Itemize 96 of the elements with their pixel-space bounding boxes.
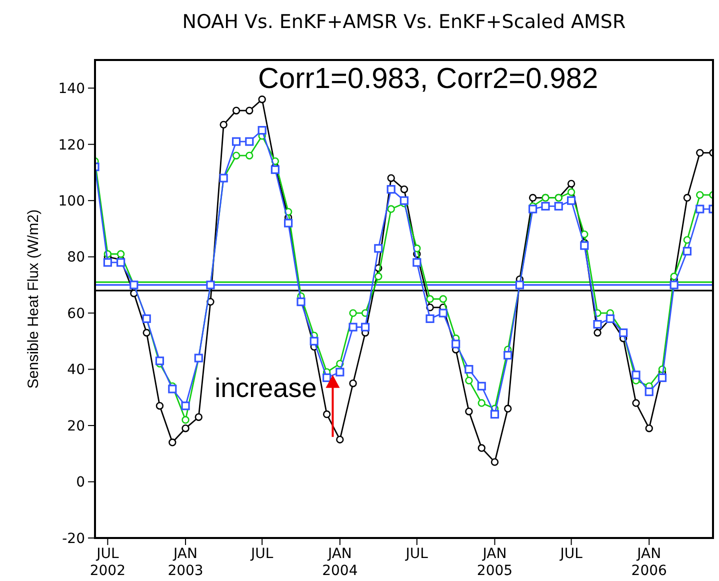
point — [504, 404, 512, 413]
point — [103, 258, 112, 267]
point — [322, 410, 331, 418]
point — [374, 244, 383, 253]
point — [541, 202, 550, 211]
point — [349, 309, 357, 317]
point — [439, 295, 447, 303]
point — [670, 280, 678, 290]
x-tick-label: JAN 2004 — [322, 546, 358, 579]
point — [181, 402, 190, 410]
point — [168, 384, 177, 394]
point — [258, 96, 266, 104]
point — [658, 373, 667, 382]
y-tick-label: -20 — [62, 530, 85, 547]
annotation: increase — [214, 372, 317, 403]
point — [426, 295, 434, 303]
point — [478, 444, 486, 452]
point — [567, 180, 576, 188]
point — [465, 408, 473, 416]
y-tick-label: 140 — [58, 81, 85, 98]
point — [400, 196, 409, 205]
point — [696, 204, 704, 214]
point — [567, 188, 576, 196]
point — [412, 258, 422, 267]
point — [220, 120, 228, 129]
point — [155, 356, 164, 366]
point — [349, 380, 357, 388]
point — [490, 458, 499, 466]
point — [374, 272, 382, 280]
point — [683, 194, 692, 202]
point — [400, 185, 408, 194]
point — [284, 218, 293, 228]
y-axis-title: Sensible Heat Flux (W/m2) — [25, 209, 42, 389]
x-tick-label: JAN 2003 — [168, 546, 204, 579]
point — [142, 328, 150, 337]
point — [348, 322, 358, 332]
point — [232, 152, 240, 160]
point — [246, 106, 254, 114]
point — [644, 387, 654, 396]
point — [465, 376, 473, 384]
chart-title: NOAH Vs. EnKF+AMSR Vs. EnKF+Scaled AMSR — [182, 11, 626, 33]
y-tick-label: 20 — [67, 418, 85, 434]
point — [594, 328, 602, 337]
point — [182, 424, 190, 432]
point — [554, 202, 563, 211]
annotation: Corr1=0.983, Corr2=0.982 — [258, 63, 598, 95]
point — [245, 137, 254, 146]
point — [478, 399, 486, 407]
point — [645, 424, 653, 432]
point — [232, 106, 240, 114]
point — [168, 438, 176, 446]
point — [528, 194, 537, 202]
point — [336, 368, 344, 376]
point — [696, 191, 704, 199]
point — [464, 364, 474, 374]
point — [566, 196, 576, 205]
point — [593, 320, 602, 329]
point — [452, 340, 460, 348]
y-tick-label: 0 — [76, 474, 85, 491]
point — [682, 246, 692, 256]
x-tick-label: JAN 2006 — [631, 546, 668, 579]
point — [632, 399, 640, 407]
point — [580, 241, 589, 250]
y-tick-label: 120 — [58, 137, 85, 154]
point — [490, 410, 500, 419]
point — [438, 308, 448, 318]
x-tick-label: JUL — [404, 546, 428, 562]
y-tick-label: 100 — [58, 193, 85, 210]
point — [182, 416, 190, 424]
point — [246, 152, 254, 160]
point — [156, 402, 164, 410]
point — [386, 185, 396, 194]
point — [683, 236, 692, 244]
point — [477, 382, 486, 390]
y-tick-label: 80 — [67, 250, 85, 266]
point — [194, 413, 202, 421]
x-tick-label: JUL — [250, 546, 274, 562]
point — [258, 126, 266, 135]
x-tick-label: JUL — [559, 546, 583, 562]
point — [232, 137, 241, 146]
point — [296, 298, 306, 306]
y-tick-label: 40 — [67, 362, 85, 378]
point — [426, 314, 434, 323]
point — [504, 350, 512, 360]
x-tick-label: JUL 2002 — [90, 546, 126, 579]
point — [632, 370, 640, 380]
point — [310, 336, 318, 346]
point — [336, 436, 344, 444]
point — [696, 148, 704, 157]
point — [528, 204, 538, 214]
point — [387, 205, 395, 213]
point — [387, 174, 395, 182]
point — [360, 322, 370, 332]
y-tick-label: 60 — [67, 306, 85, 322]
x-tick-label: JAN 2005 — [476, 546, 513, 579]
point — [322, 373, 332, 382]
